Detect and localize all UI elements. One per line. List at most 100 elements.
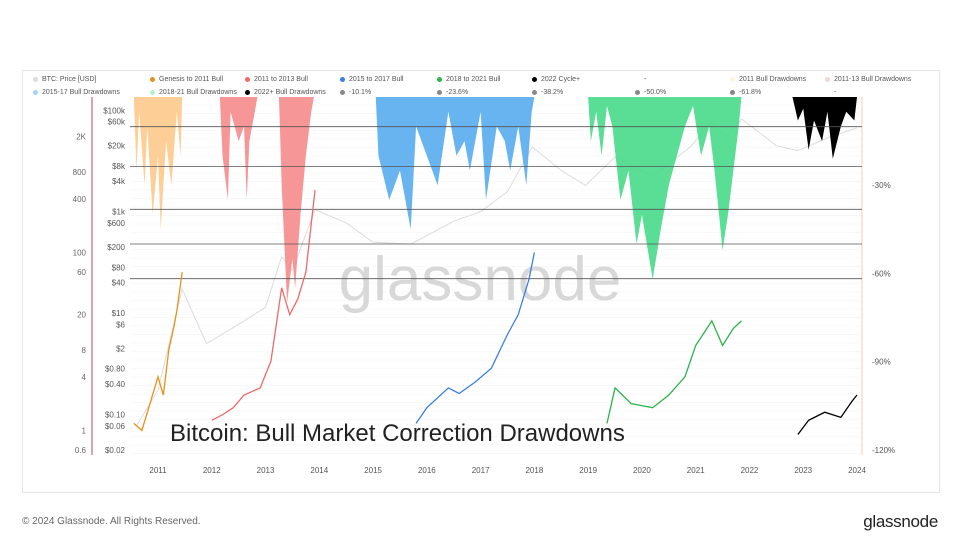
legend-swatch: [532, 76, 537, 82]
y-price-tick-label: $10: [112, 309, 126, 318]
legend-item[interactable]: -23.6%: [437, 89, 468, 96]
x-tick-label: 2016: [418, 466, 436, 475]
legend-swatch: [150, 89, 155, 95]
y-price-tick-label: $100k: [103, 106, 126, 115]
x-tick-label: 2018: [525, 466, 543, 475]
x-tick-label: 2014: [310, 466, 328, 475]
x-tick-label: 2019: [579, 466, 597, 475]
legend-item[interactable]: 2018 to 2021 Bull: [437, 76, 501, 83]
legend-item[interactable]: 2015 to 2017 Bull: [340, 76, 404, 83]
legend-item[interactable]: -: [635, 76, 646, 83]
legend-label: -61.8%: [739, 89, 762, 96]
cycle-line: [797, 394, 858, 435]
drawdown-area: [375, 97, 535, 230]
y-price-tick-label: $40: [112, 279, 126, 288]
y-price-tick-label: $4k: [112, 177, 126, 186]
legend-item[interactable]: -: [825, 89, 836, 96]
y-right-tick-label: -30%: [872, 181, 891, 190]
drawdown-area: [792, 97, 858, 159]
y-price-tick-label: $20k: [108, 142, 126, 151]
legend-item[interactable]: 2022 Cycle+: [532, 76, 580, 83]
x-tick-label: 2020: [633, 466, 651, 475]
y-left-tick-label: 0.6: [75, 446, 87, 455]
legend-label: -38.2%: [541, 89, 564, 96]
legend-label: Genesis to 2011 Bull: [159, 76, 224, 83]
y-left-tick-label: 100: [73, 248, 87, 257]
y-left-tick-label: 4: [82, 373, 87, 382]
copyright: © 2024 Glassnode. All Rights Reserved.: [22, 516, 201, 527]
y-price-tick-label: $0.40: [105, 380, 126, 389]
y-left-tick-label: 8: [82, 346, 87, 355]
legend-label: -10.1%: [349, 89, 372, 96]
x-tick-label: 2023: [794, 466, 812, 475]
legend-swatch: [150, 76, 155, 82]
legend-swatch: [33, 89, 38, 95]
legend-label: BTC: Price [USD]: [42, 76, 97, 83]
legend-item[interactable]: Genesis to 2011 Bull: [150, 76, 223, 83]
legend-item[interactable]: BTC: Price [USD]: [33, 76, 96, 83]
legend-item[interactable]: -10.1%: [340, 89, 371, 96]
y-price-tick-label: $0.10: [105, 411, 126, 420]
chart-title: Bitcoin: Bull Market Correction Drawdown…: [170, 420, 625, 447]
y-price-tick-label: $0.06: [105, 422, 126, 431]
drawdown-area: [219, 97, 314, 303]
cycle-line: [133, 272, 183, 432]
legend-label: 2022 Cycle+: [541, 76, 581, 83]
legend-label: -50.0%: [644, 89, 667, 96]
x-tick-label: 2017: [472, 466, 490, 475]
watermark: glassnode: [339, 245, 622, 314]
legend-swatch: [532, 89, 537, 95]
legend-label: 2011 to 2013 Bull: [254, 76, 308, 83]
legend-swatch: [825, 76, 830, 82]
y-price-tick-label: $200: [107, 243, 125, 252]
legend-label: 2011-13 Bull Drawdowns: [834, 76, 912, 83]
brand-logo: glassnode: [863, 512, 938, 531]
legend-swatch: [730, 89, 735, 95]
y-left-tick-label: 1: [82, 426, 87, 435]
y-left-tick-label: 20: [77, 311, 86, 320]
legend-swatch: [340, 76, 345, 82]
y-left-tick-label: 800: [73, 168, 87, 177]
legend-label: -: [834, 89, 837, 96]
x-tick-label: 2024: [848, 466, 866, 475]
legend-label: 2018 to 2021 Bull: [446, 76, 501, 83]
x-tick-label: 2012: [203, 466, 221, 475]
y-price-tick-label: $60k: [108, 118, 126, 127]
legend-swatch: [340, 89, 345, 95]
legend-swatch: [245, 89, 250, 95]
y-left-tick-label: 60: [77, 268, 86, 277]
legend-swatch: [635, 89, 640, 95]
y-left-tick-label: 400: [73, 195, 87, 204]
cycle-line: [211, 190, 316, 421]
y-price-tick-label: $2: [116, 345, 125, 354]
legend-swatch: [245, 76, 250, 82]
legend-label: -23.6%: [446, 89, 469, 96]
legend-swatch: [730, 76, 735, 82]
x-tick-label: 2011: [149, 466, 167, 475]
y-right-tick-label: -90%: [872, 358, 891, 367]
legend-label: 2015 to 2017 Bull: [349, 76, 404, 83]
legend-label: 2015-17 Bull Drawdowns: [42, 89, 120, 96]
drawdown-area: [133, 97, 183, 230]
legend-label: 2022+ Bull Drawdowns: [254, 89, 326, 96]
cycle-line: [606, 319, 742, 424]
y-right-tick-label: -120%: [872, 446, 895, 455]
legend-item[interactable]: 2015-17 Bull Drawdowns: [33, 89, 120, 96]
y-price-tick-label: $80: [112, 263, 126, 272]
y-price-tick-label: $8k: [112, 162, 126, 171]
legend-item[interactable]: 2011 to 2013 Bull: [245, 76, 308, 83]
y-left-tick-label: 2K: [76, 133, 86, 142]
legend-item[interactable]: -50.0%: [635, 89, 666, 96]
legend-swatch: [437, 76, 442, 82]
legend-item[interactable]: -38.2%: [532, 89, 563, 96]
legend-item[interactable]: 2022+ Bull Drawdowns: [245, 89, 326, 96]
legend-label: -: [644, 76, 647, 83]
legend-item[interactable]: 2011 Bull Drawdowns: [730, 76, 806, 83]
x-tick-label: 2022: [741, 466, 759, 475]
y-right-tick-label: -60%: [872, 269, 891, 278]
legend-item[interactable]: 2011-13 Bull Drawdowns: [825, 76, 911, 83]
x-tick-label: 2013: [257, 466, 275, 475]
legend-item[interactable]: -61.8%: [730, 89, 761, 96]
legend-item[interactable]: 2018-21 Bull Drawdowns: [150, 89, 237, 96]
